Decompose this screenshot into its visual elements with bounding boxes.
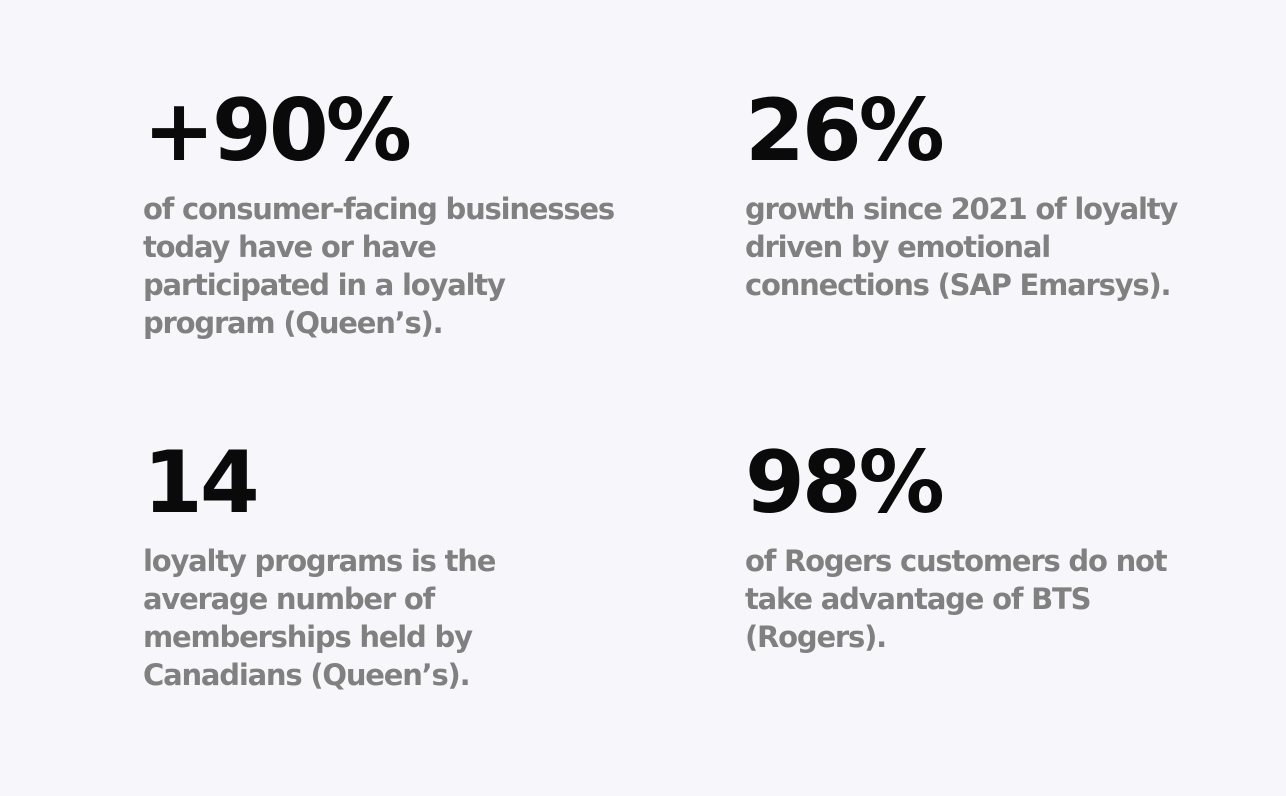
stat-card-average-memberships: 14 loyalty programs is the average numbe… <box>143 440 583 694</box>
stat-value: 26% <box>745 81 945 181</box>
stat-card-loyalty-growth: 26% growth since 2021 of loyalty driven … <box>745 88 1215 304</box>
stat-description: of consumer-facing businesses today have… <box>143 192 615 340</box>
stat-value: 98% <box>745 433 945 533</box>
stat-card-consumer-businesses: +90% of consumer-facing businesses today… <box>143 88 623 342</box>
stat-value: +90% <box>143 81 412 181</box>
stat-description: of Rogers customers do not take advantag… <box>745 544 1168 654</box>
stat-description: growth since 2021 of loyalty driven by e… <box>745 192 1178 302</box>
stat-card-rogers-customers: 98% of Rogers customers do not take adva… <box>745 440 1195 656</box>
stat-description: loyalty programs is the average number o… <box>143 544 496 692</box>
stat-value: 14 <box>143 433 260 533</box>
